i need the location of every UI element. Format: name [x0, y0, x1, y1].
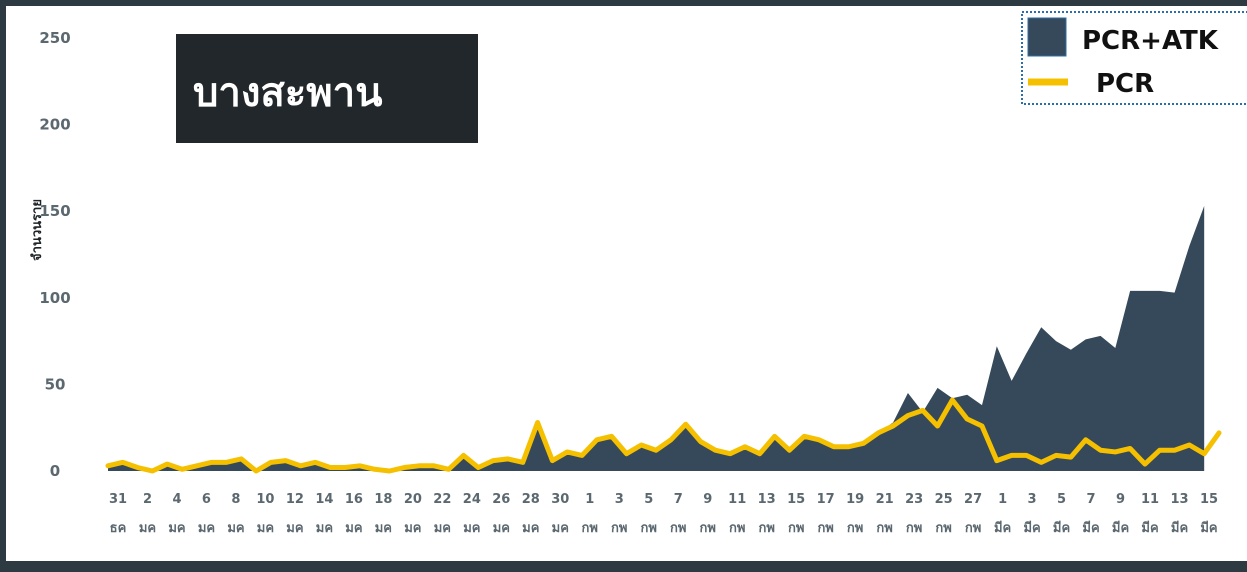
x-tick-label-month: มค	[493, 521, 510, 536]
x-tick-label-day: 11	[1141, 492, 1159, 507]
y-tick-label: 150	[39, 202, 70, 220]
chart-frame: 0 50 100 150 200 250 จำนวนราย 31 ธค 2 มค 4 มค 6 มค 8 ม…	[6, 6, 1247, 561]
x-tick-label-month: ธค	[110, 521, 127, 536]
x-tick-label-month: มค	[552, 521, 569, 536]
x-tick-label-month: กพ	[729, 521, 745, 536]
x-tick-label-day: 11	[728, 492, 746, 507]
x-tick-label-month: กพ	[847, 521, 863, 536]
y-tick-labels: 0 50 100 150 200 250	[39, 29, 70, 480]
chart-title-box: บางสะพาน	[176, 34, 478, 143]
x-tick-label-day: 9	[1116, 492, 1125, 507]
x-tick-label-day: 1	[585, 492, 594, 507]
legend-label-pcr-atk: PCR+ATK	[1082, 26, 1219, 56]
x-tick-label-day: 13	[758, 492, 776, 507]
series-line-pcr	[105, 397, 1222, 474]
x-tick-label-month: มค	[139, 521, 156, 536]
x-tick-label-day: 5	[644, 492, 653, 507]
x-tick-label-month: มค	[375, 521, 392, 536]
x-tick-label-day: 7	[674, 492, 683, 507]
x-tick-label-day: 8	[231, 492, 240, 507]
x-tick-label-day: 20	[404, 492, 422, 507]
x-tick-label-month: มค	[257, 521, 274, 536]
x-tick-label-month: กพ	[965, 521, 981, 536]
x-tick-label-month: กพ	[758, 521, 774, 536]
x-tick-label-day: 26	[492, 492, 510, 507]
y-axis-label: จำนวนราย	[29, 199, 45, 261]
x-tick-label-month: มีค	[1112, 520, 1129, 536]
x-tick-label-month: มค	[316, 521, 333, 536]
x-tick-label-day: 6	[202, 492, 211, 507]
x-tick-label-month: มีค	[1082, 520, 1099, 536]
x-tick-label-month: มค	[522, 521, 539, 536]
x-tick-label-month: มค	[286, 521, 303, 536]
x-tick-label-day: 27	[964, 492, 982, 507]
x-tick-label-day: 14	[315, 492, 333, 507]
x-tick-label-day: 16	[345, 492, 363, 507]
y-tick-label: 100	[39, 289, 70, 307]
x-tick-label-day: 25	[935, 492, 953, 507]
x-tick-label-month: มีค	[1171, 520, 1188, 536]
x-tick-label-month: มีค	[994, 520, 1011, 536]
series-area-pcr-atk	[108, 206, 1205, 471]
x-tick-label-day: 3	[1028, 492, 1037, 507]
x-tick-label-month: มค	[404, 521, 421, 536]
x-tick-label-day: 4	[172, 492, 181, 507]
x-tick-label-day: 1	[998, 492, 1007, 507]
x-tick-label-month: มีค	[1053, 520, 1070, 536]
chart-title: บางสะพาน	[193, 70, 382, 116]
x-tick-label-month: กพ	[935, 521, 951, 536]
x-tick-label-month: กพ	[788, 521, 804, 536]
x-tick-label-month: มีค	[1023, 520, 1040, 536]
x-tick-label-day: 19	[846, 492, 864, 507]
x-tick-label-month: มค	[345, 521, 362, 536]
legend: PCR+ATK PCR	[1021, 11, 1247, 105]
x-tick-label-day: 2	[143, 492, 152, 507]
legend-label-pcr: PCR	[1096, 69, 1154, 99]
x-tick-label-day: 12	[286, 492, 304, 507]
y-tick-label: 250	[39, 29, 70, 47]
x-tick-label-month: กพ	[817, 521, 833, 536]
x-tick-label-day: 15	[1200, 492, 1218, 507]
x-tick-label-month: มค	[227, 521, 244, 536]
x-tick-label-month: กพ	[582, 521, 598, 536]
x-tick-label-month: มีค	[1200, 520, 1217, 536]
x-tick-labels: 31ธค2มค4มค6มค8มค10มค12มค14มค16มค18มค20มค…	[109, 492, 1218, 536]
x-tick-label-day: 7	[1087, 492, 1096, 507]
x-tick-label-month: กพ	[641, 521, 657, 536]
x-tick-label-month: มีค	[1141, 520, 1158, 536]
x-tick-label-day: 5	[1057, 492, 1066, 507]
x-tick-label-day: 24	[463, 492, 481, 507]
x-tick-label-day: 17	[817, 492, 835, 507]
x-tick-label-day: 30	[551, 492, 569, 507]
x-tick-label-month: มค	[463, 521, 480, 536]
y-tick-label: 50	[45, 375, 66, 393]
x-tick-label-day: 22	[433, 492, 451, 507]
x-tick-label-month: มค	[168, 521, 185, 536]
x-tick-label-day: 21	[876, 492, 894, 507]
x-tick-label-day: 15	[787, 492, 805, 507]
x-tick-label-month: กพ	[670, 521, 686, 536]
x-tick-label-day: 28	[522, 492, 540, 507]
y-tick-label: 0	[50, 462, 60, 480]
x-tick-label-month: มค	[434, 521, 451, 536]
legend-swatch-pcr-atk	[1027, 17, 1067, 57]
x-tick-label-day: 31	[109, 492, 127, 507]
x-tick-label-day: 18	[374, 492, 392, 507]
x-tick-label-day: 9	[703, 492, 712, 507]
x-tick-label-day: 13	[1170, 492, 1188, 507]
x-tick-label-day: 10	[256, 492, 274, 507]
plot-area	[105, 206, 1222, 474]
y-tick-label: 200	[39, 116, 70, 134]
x-tick-label-month: กพ	[611, 521, 627, 536]
x-tick-label-month: กพ	[906, 521, 922, 536]
x-tick-label-month: กพ	[876, 521, 892, 536]
x-tick-label-month: มค	[198, 521, 215, 536]
x-tick-label-day: 3	[615, 492, 624, 507]
x-tick-label-day: 23	[905, 492, 923, 507]
x-tick-label-month: กพ	[700, 521, 716, 536]
